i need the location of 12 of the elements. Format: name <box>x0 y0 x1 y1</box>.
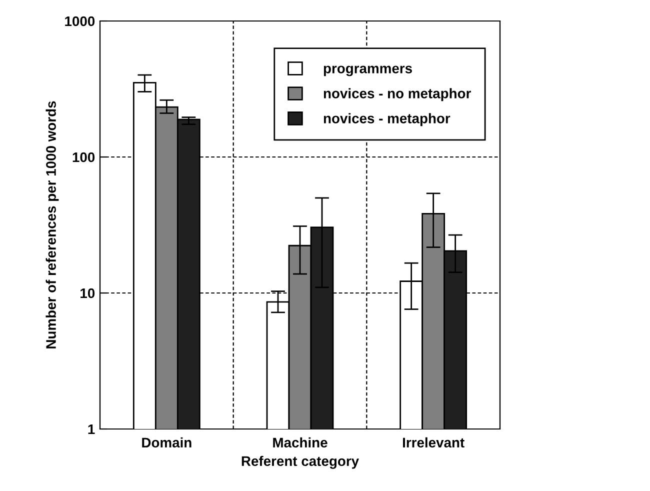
legend-label: novices - metaphor <box>324 113 450 126</box>
y-tick-label: 10 <box>80 288 95 298</box>
x-tick-label: Domain <box>142 437 192 448</box>
y-tick-label: 100 <box>72 152 95 162</box>
y-axis-title: Number of references per 1000 words <box>46 101 59 348</box>
x-tick-label: Irrelevant <box>402 437 464 448</box>
y-tick-label: 1000 <box>65 16 95 26</box>
legend-label: programmers <box>324 66 412 76</box>
y-tick-label: 1 <box>88 424 95 434</box>
legend-label: novices - no metaphor <box>324 88 471 102</box>
x-axis-title: Referent category <box>242 456 359 469</box>
x-tick-label: Machine <box>273 437 328 448</box>
